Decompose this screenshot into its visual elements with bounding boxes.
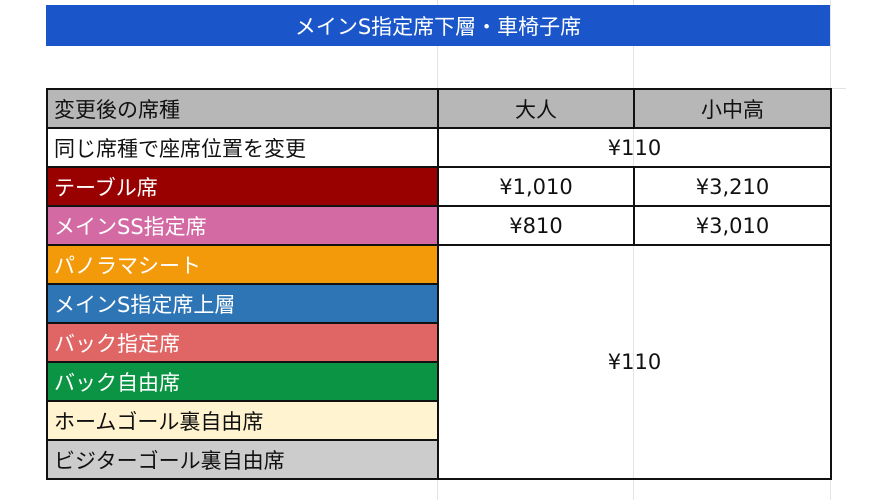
row-label: ビジターゴール裏自由席 (46, 439, 439, 480)
header-child: 小中高 (633, 88, 832, 129)
row-label: パノラマシート (46, 244, 439, 285)
price-table: 変更後の席種 大人 小中高 同じ席種で座席位置を変更 ¥110 テーブル席 ¥1… (46, 88, 832, 480)
table-row: バック指定席 (46, 322, 831, 363)
table-row: メインSS指定席 ¥810 ¥3,010 (46, 205, 832, 246)
table-row: ホームゴール裏自由席 (46, 400, 831, 441)
row-label: テーブル席 (46, 166, 439, 207)
merged-price-cell: ¥110 (437, 244, 832, 480)
row-label: バック指定席 (46, 322, 439, 363)
row-label: ホームゴール裏自由席 (46, 400, 439, 441)
price-child: ¥3,010 (633, 205, 832, 246)
row-label: バック自由席 (46, 361, 439, 402)
row-label: メインSS指定席 (46, 205, 439, 246)
price-child: ¥3,210 (633, 166, 832, 207)
table-row: メインS指定席上層 (46, 283, 831, 324)
sheet-title: メインS指定席下層・車椅子席 (46, 5, 830, 46)
row-label: 同じ席種で座席位置を変更 (46, 127, 439, 168)
price-adult: ¥810 (437, 205, 635, 246)
table-row: テーブル席 ¥1,010 ¥3,210 (46, 166, 832, 207)
header-seat-type: 変更後の席種 (46, 88, 439, 129)
price-adult: ¥1,010 (437, 166, 635, 207)
price-cell: ¥110 (437, 127, 832, 168)
table-row: バック自由席 (46, 361, 831, 402)
header-adult: 大人 (437, 88, 635, 129)
header-row: 変更後の席種 大人 小中高 (46, 88, 832, 129)
table-row: ビジターゴール裏自由席 (46, 439, 831, 480)
table-row: パノラマシート ¥110 (46, 244, 832, 480)
table-row: 同じ席種で座席位置を変更 ¥110 (46, 127, 832, 168)
row-label: メインS指定席上層 (46, 283, 439, 324)
